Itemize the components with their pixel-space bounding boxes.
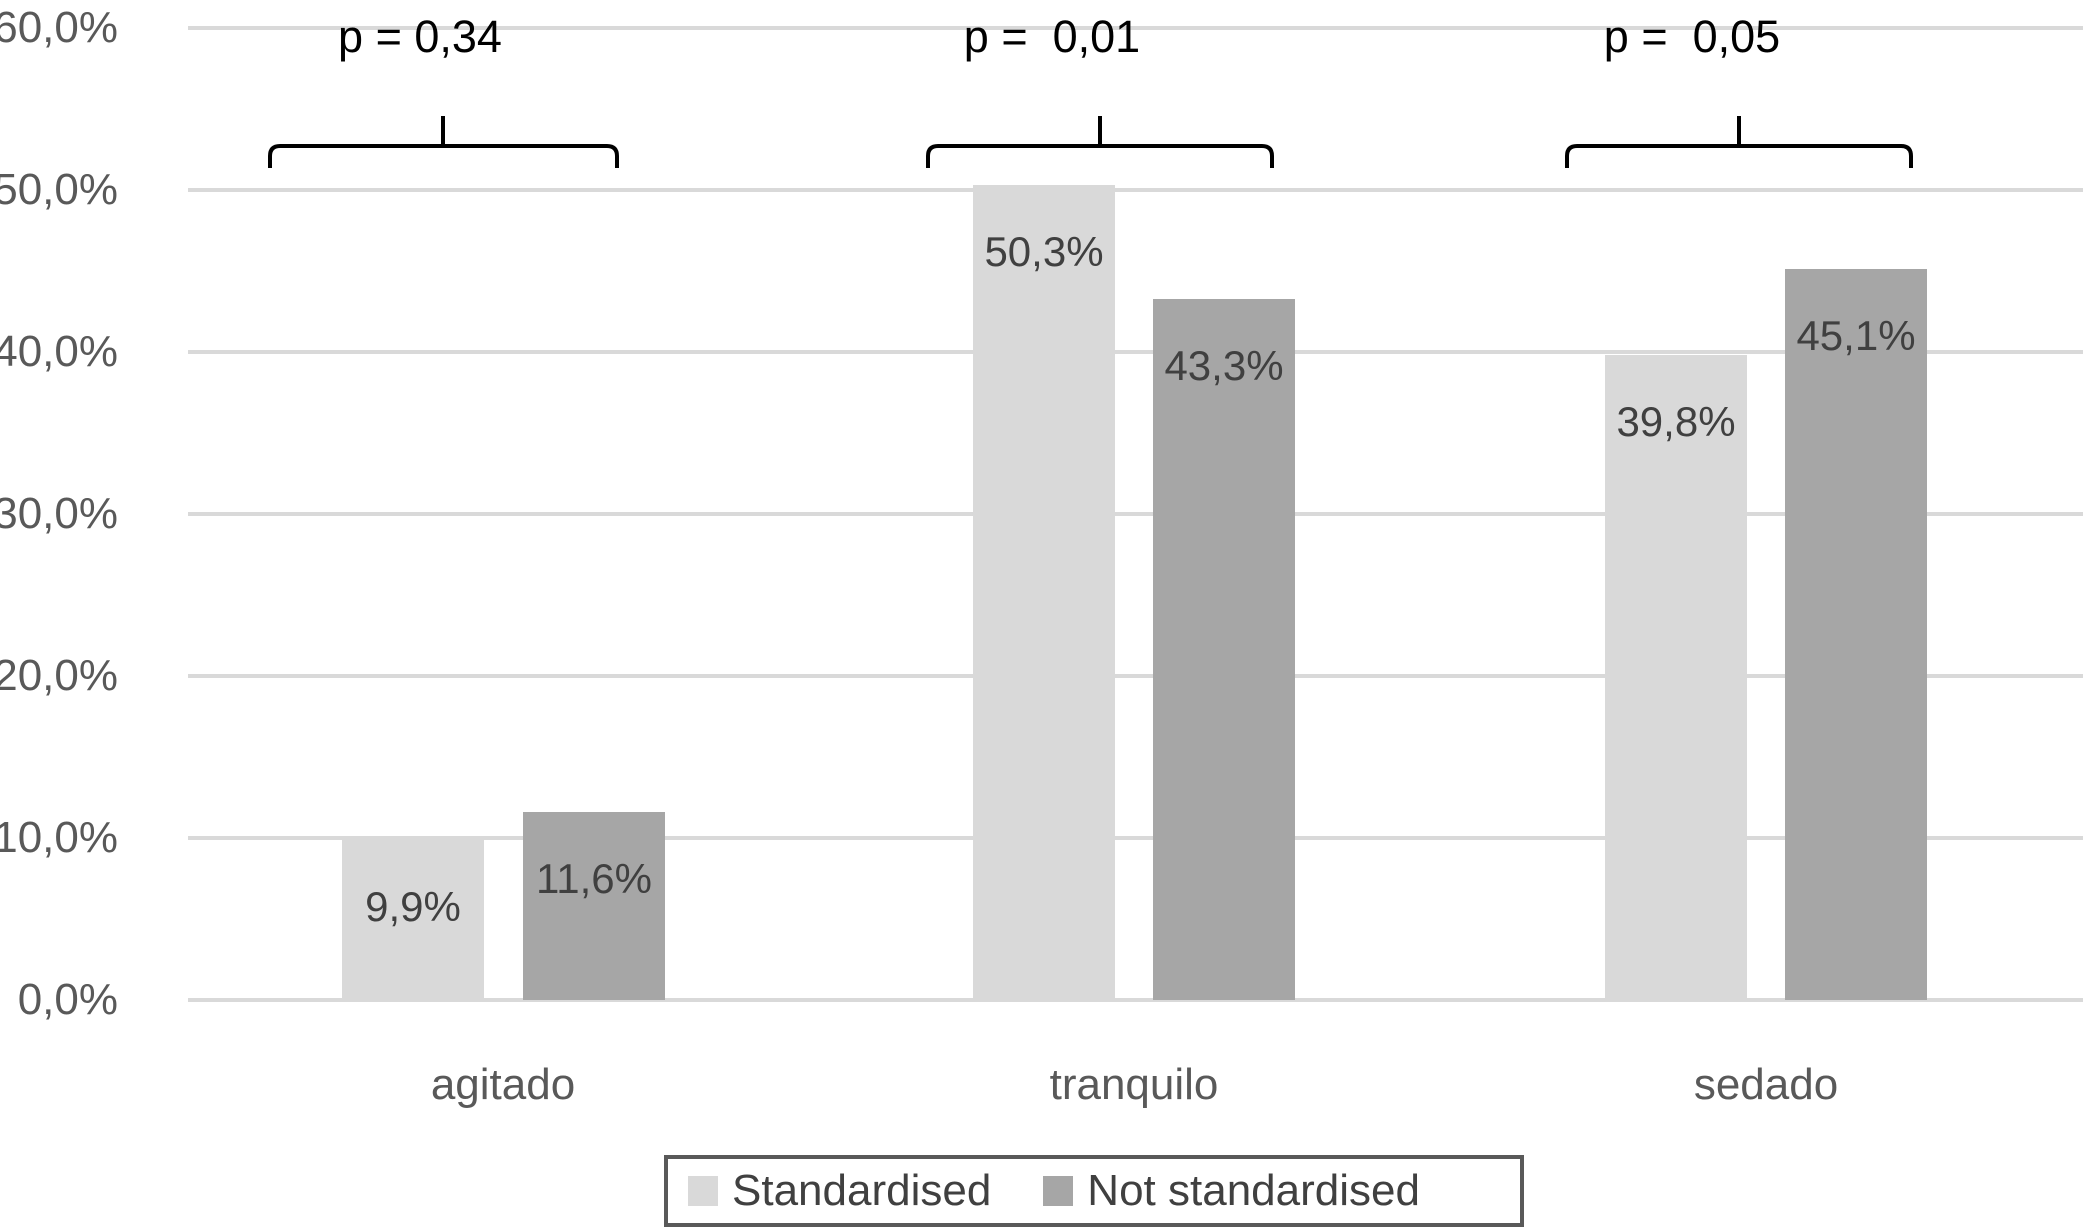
significance-bracket-tranquilo: [926, 116, 1274, 168]
y-tick-label: 30,0%: [0, 489, 118, 538]
bar-sedado-not-standardised: [1785, 269, 1927, 1000]
bar-value-label: 50,3%: [984, 228, 1104, 276]
bar-tranquilo-not-standardised: [1153, 298, 1295, 1000]
gridline-20,0%: [188, 674, 2083, 678]
category-label-tranquilo: tranquilo: [1049, 1060, 1219, 1109]
legend-item-not-standardised: Not standardised: [1043, 1169, 1420, 1213]
bar-value-label: 11,6%: [536, 855, 652, 903]
y-tick-label: 50,0%: [0, 165, 118, 214]
category-label-sedado: sedado: [1693, 1060, 1839, 1109]
bar-value-label: 39,8%: [1616, 398, 1736, 446]
category-label-agitado: agitado: [430, 1060, 576, 1109]
p-value-label-sedado: p = 0,05: [1603, 11, 1781, 62]
gridline-0,0%: [188, 998, 2083, 1002]
gridline-60,0%: [188, 26, 2083, 30]
bar-value-label: 45,1%: [1796, 312, 1916, 360]
legend-item-standardised: Standardised: [688, 1169, 991, 1213]
standardised-swatch-icon: [688, 1176, 718, 1206]
y-tick-label: 40,0%: [0, 327, 118, 376]
gridline-40,0%: [188, 350, 2083, 354]
bar-value-label: 9,9%: [365, 882, 461, 930]
bar-agitado-standardised: [342, 839, 484, 1000]
significance-bracket-sedado: [1565, 116, 1913, 168]
gridline-30,0%: [188, 512, 2083, 516]
y-tick-label: 20,0%: [0, 651, 118, 700]
legend-label-standardised: Standardised: [732, 1166, 992, 1215]
gridline-10,0%: [188, 836, 2083, 840]
not-standardised-swatch-icon: [1043, 1176, 1074, 1206]
y-tick-label: 10,0%: [0, 813, 118, 862]
gridline-50,0%: [188, 188, 2083, 192]
bar-sedado-standardised: [1605, 355, 1747, 1000]
legend: Standardised Not standardised: [664, 1155, 1524, 1227]
y-tick-label: 0,0%: [17, 975, 118, 1024]
y-tick-label: 60,0%: [0, 3, 118, 52]
significance-bracket-agitado: [268, 116, 619, 168]
bar-agitado-not-standardised: [523, 812, 665, 1000]
bar-value-label: 43,3%: [1164, 341, 1284, 389]
legend-label-not-standardised: Not standardised: [1087, 1166, 1420, 1215]
p-value-label-tranquilo: p = 0,01: [963, 11, 1141, 62]
p-value-label-agitado: p = 0,34: [338, 11, 502, 62]
bar-tranquilo-standardised: [973, 185, 1115, 1000]
